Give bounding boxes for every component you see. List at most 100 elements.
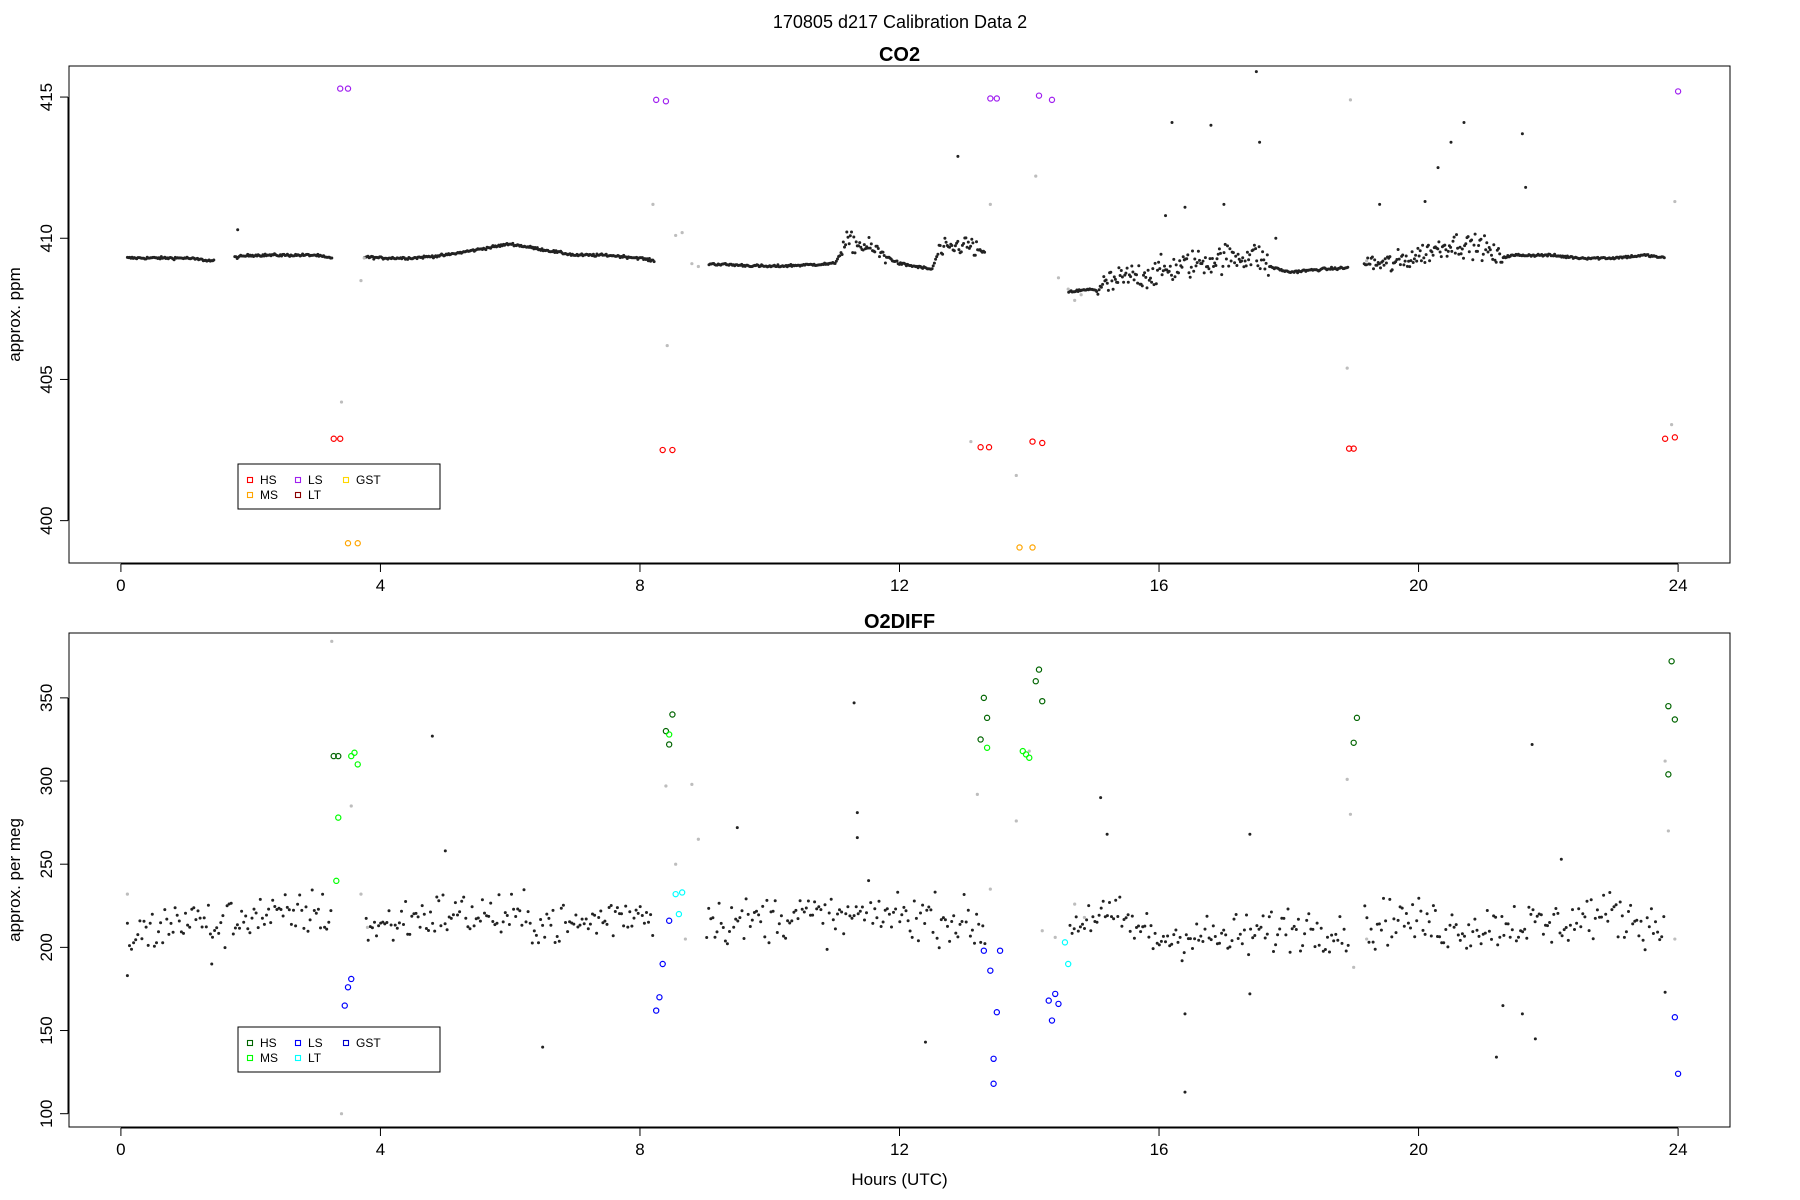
calibration-point — [344, 984, 352, 991]
data-point — [192, 906, 196, 910]
data-point — [1656, 930, 1660, 934]
data-point — [551, 908, 555, 912]
data-point — [1548, 921, 1552, 924]
data-point — [435, 895, 439, 899]
data-point — [773, 899, 777, 903]
data-point — [1639, 919, 1643, 923]
y-axis: 400 405 410 415 approx. ppm — [5, 83, 69, 535]
data-point — [1610, 908, 1614, 912]
data-point — [649, 913, 653, 917]
y-tick-label: 400 — [37, 506, 56, 534]
data-point — [289, 922, 293, 926]
data-point — [366, 938, 370, 942]
transition-point — [125, 892, 129, 896]
data-point — [887, 912, 891, 916]
data-point — [1101, 282, 1105, 286]
data-point — [1155, 941, 1159, 945]
data-point — [811, 913, 815, 917]
data-point — [1500, 915, 1504, 918]
data-point — [804, 906, 808, 910]
transition-point — [1663, 759, 1667, 763]
data-point — [1494, 260, 1498, 264]
data-point — [1171, 278, 1175, 281]
transition-point — [665, 343, 669, 348]
calibration-point — [330, 435, 337, 442]
data-point — [1383, 257, 1387, 261]
data-point — [1159, 252, 1163, 256]
data-point — [1296, 917, 1300, 921]
data-point — [784, 936, 788, 940]
data-point — [1437, 240, 1441, 244]
data-point — [942, 244, 946, 248]
data-point — [487, 914, 491, 918]
data-point — [1449, 245, 1453, 249]
data-point — [840, 253, 844, 256]
calibration-point — [1035, 92, 1043, 99]
calibration-point — [977, 736, 984, 743]
data-point — [964, 920, 968, 924]
series-ms — [344, 540, 1036, 551]
data-point — [1616, 935, 1620, 939]
data-point — [841, 240, 845, 244]
data-point — [1240, 942, 1244, 946]
calibration-point — [354, 540, 361, 547]
data-point — [1323, 948, 1327, 951]
data-point — [973, 253, 977, 257]
transition-point — [975, 792, 979, 796]
data-point — [1095, 290, 1099, 293]
x-axis: 0 4 8 12 16 20 24 Hours (UTC) — [116, 1127, 1688, 1189]
transition-point — [1673, 937, 1677, 941]
data-point — [1177, 271, 1180, 275]
data-point — [410, 914, 414, 918]
calibration-point — [337, 435, 344, 442]
data-point — [1452, 925, 1456, 929]
data-point — [902, 905, 906, 909]
data-point — [445, 928, 449, 932]
data-point — [472, 924, 476, 928]
data-point — [478, 919, 482, 923]
data-point — [1215, 257, 1219, 261]
data-point — [970, 928, 974, 932]
data-point — [634, 908, 638, 912]
data-point — [1450, 249, 1454, 253]
data-point — [1164, 214, 1168, 218]
data-point — [1417, 254, 1421, 258]
data-point — [794, 908, 798, 912]
data-point — [1401, 253, 1405, 257]
data-point — [430, 734, 434, 738]
series-lt — [672, 889, 1072, 968]
data-point — [1384, 261, 1388, 265]
transition-point — [1345, 366, 1349, 370]
data-point — [1178, 259, 1182, 263]
data-point — [1195, 922, 1199, 926]
data-point — [1105, 281, 1109, 285]
data-point — [292, 908, 295, 912]
data-point — [652, 260, 656, 264]
data-point — [1257, 927, 1261, 931]
data-point — [1245, 913, 1248, 917]
data-point — [1388, 897, 1392, 901]
data-point — [1402, 263, 1406, 267]
data-point — [632, 916, 636, 920]
data-point — [1421, 928, 1425, 932]
data-point — [1409, 259, 1413, 263]
data-point — [1120, 924, 1124, 928]
data-point — [248, 931, 252, 935]
data-point — [1451, 239, 1455, 243]
data-point — [853, 251, 857, 255]
data-point — [267, 907, 271, 911]
data-point — [1583, 915, 1587, 919]
data-point — [975, 912, 979, 916]
transition-point — [1352, 965, 1356, 969]
data-point — [930, 267, 934, 271]
data-point — [1564, 926, 1568, 929]
data-point — [1423, 932, 1427, 936]
data-point — [1222, 202, 1226, 206]
data-point — [1412, 257, 1416, 261]
data-point — [605, 922, 609, 926]
data-point — [866, 246, 870, 250]
data-point — [1344, 949, 1348, 953]
data-point — [421, 256, 425, 260]
data-point — [1172, 257, 1176, 261]
